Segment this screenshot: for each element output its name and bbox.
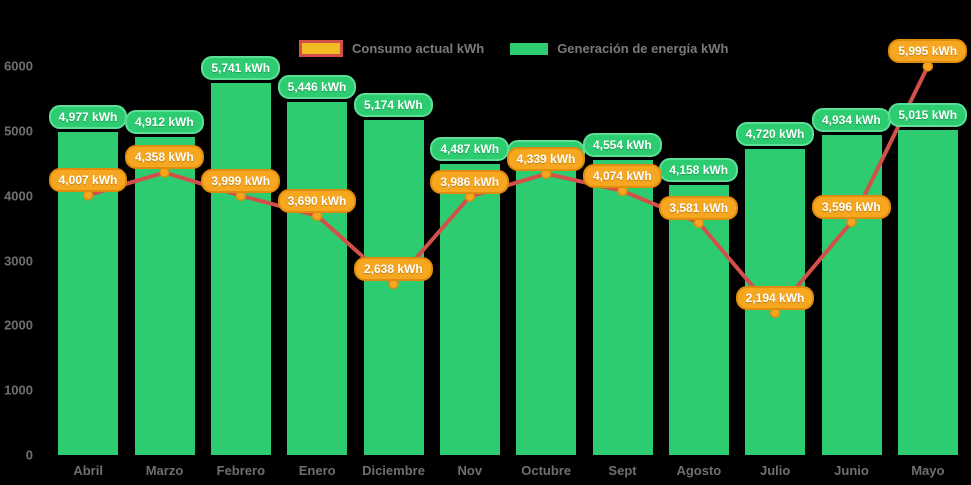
consumption-value-label: 2,638 kWh	[354, 256, 433, 281]
x-axis-label-marzo: Marzo	[145, 463, 184, 478]
generation-value-label: 4,158 kWh	[659, 158, 739, 183]
generation-value-label: 4,487 kWh	[430, 137, 510, 162]
y-axis-tick-label: 5000	[4, 123, 33, 139]
x-axis-label-abril: Abril	[73, 463, 103, 478]
y-axis-tick-label: 6000	[4, 58, 33, 74]
generation-value-label: 4,720 kWh	[735, 121, 815, 146]
y-axis-tick-label: 2000	[4, 317, 33, 333]
legend-label-consumo: Consumo actual kWh	[352, 41, 485, 56]
x-axis-label-diciembre: Diciembre	[362, 463, 425, 478]
consumption-value-label: 3,986 kWh	[430, 169, 510, 194]
generation-value-label: 4,912 kWh	[125, 109, 204, 134]
consumption-value-label: 4,339 kWh	[506, 146, 586, 171]
generation-bar[interactable]	[897, 129, 958, 455]
consumption-value-label: 3,690 kWh	[277, 188, 357, 213]
generation-value-label: 5,446 kWh	[277, 74, 357, 99]
consumption-value-label: 4,358 kWh	[125, 145, 204, 170]
x-axis-label-junio: Junio	[834, 463, 869, 478]
generation-bar[interactable]	[668, 185, 729, 455]
x-axis-label-enero: Enero	[298, 463, 336, 478]
legend-item-generacion[interactable]: Generación de energía kWh	[510, 41, 728, 56]
legend-item-consumo[interactable]: Consumo actual kWh	[299, 40, 484, 57]
consumption-value-label: 4,007 kWh	[48, 168, 128, 193]
x-axis-label-mayo: Mayo	[911, 463, 945, 478]
y-axis-tick-label: 1000	[4, 382, 33, 398]
y-axis-tick-label: 4000	[4, 188, 33, 204]
consumption-point[interactable]	[159, 167, 170, 178]
generation-value-label: 5,174 kWh	[354, 92, 433, 117]
y-axis-tick-label: 3000	[4, 253, 33, 268]
generation-bar[interactable]	[821, 135, 882, 455]
generation-value-label: 5,015 kWh	[888, 102, 968, 127]
generation-bar[interactable]	[439, 164, 500, 455]
generation-value-label: 5,741 kWh	[201, 55, 281, 80]
generation-bar[interactable]	[287, 101, 348, 455]
consumption-value-label: 3,999 kWh	[201, 168, 281, 193]
legend-label-generacion: Generación de energía kWh	[557, 41, 729, 56]
x-axis-label-nov: Nov	[457, 463, 483, 478]
x-axis-label-julio: Julio	[759, 463, 791, 478]
x-axis-label-sept: Sept	[608, 463, 637, 478]
legend: Consumo actual kWh Generación de energía…	[299, 40, 728, 57]
consumption-value-label: 3,596 kWh	[812, 194, 891, 219]
consumption-value-label: 5,995 kWh	[888, 39, 968, 64]
y-axis-tick-label: 0	[25, 447, 33, 463]
generation-value-label: 4,554 kWh	[583, 132, 662, 157]
generation-bar[interactable]	[516, 167, 577, 455]
generation-bar[interactable]	[134, 136, 195, 455]
x-axis-label-febrero: Febrero	[216, 463, 266, 478]
generation-value-label: 4,977 kWh	[48, 105, 128, 130]
consumption-point[interactable]	[82, 189, 94, 201]
generation-value-label: 4,934 kWh	[812, 108, 891, 133]
consumption-value-label: 4,074 kWh	[583, 163, 662, 188]
legend-swatch-consumo-icon	[299, 40, 343, 57]
consumption-value-label: 2,194 kWh	[735, 285, 815, 310]
generation-bar[interactable]	[210, 82, 271, 455]
consumption-point[interactable]	[922, 61, 934, 72]
consumption-value-label: 3,581 kWh	[659, 195, 739, 220]
legend-swatch-generacion-icon	[510, 42, 549, 55]
x-axis-label-agosto: Agosto	[676, 463, 722, 478]
generation-bar[interactable]	[592, 159, 653, 455]
x-axis-label-octubre: Octubre	[521, 463, 572, 478]
